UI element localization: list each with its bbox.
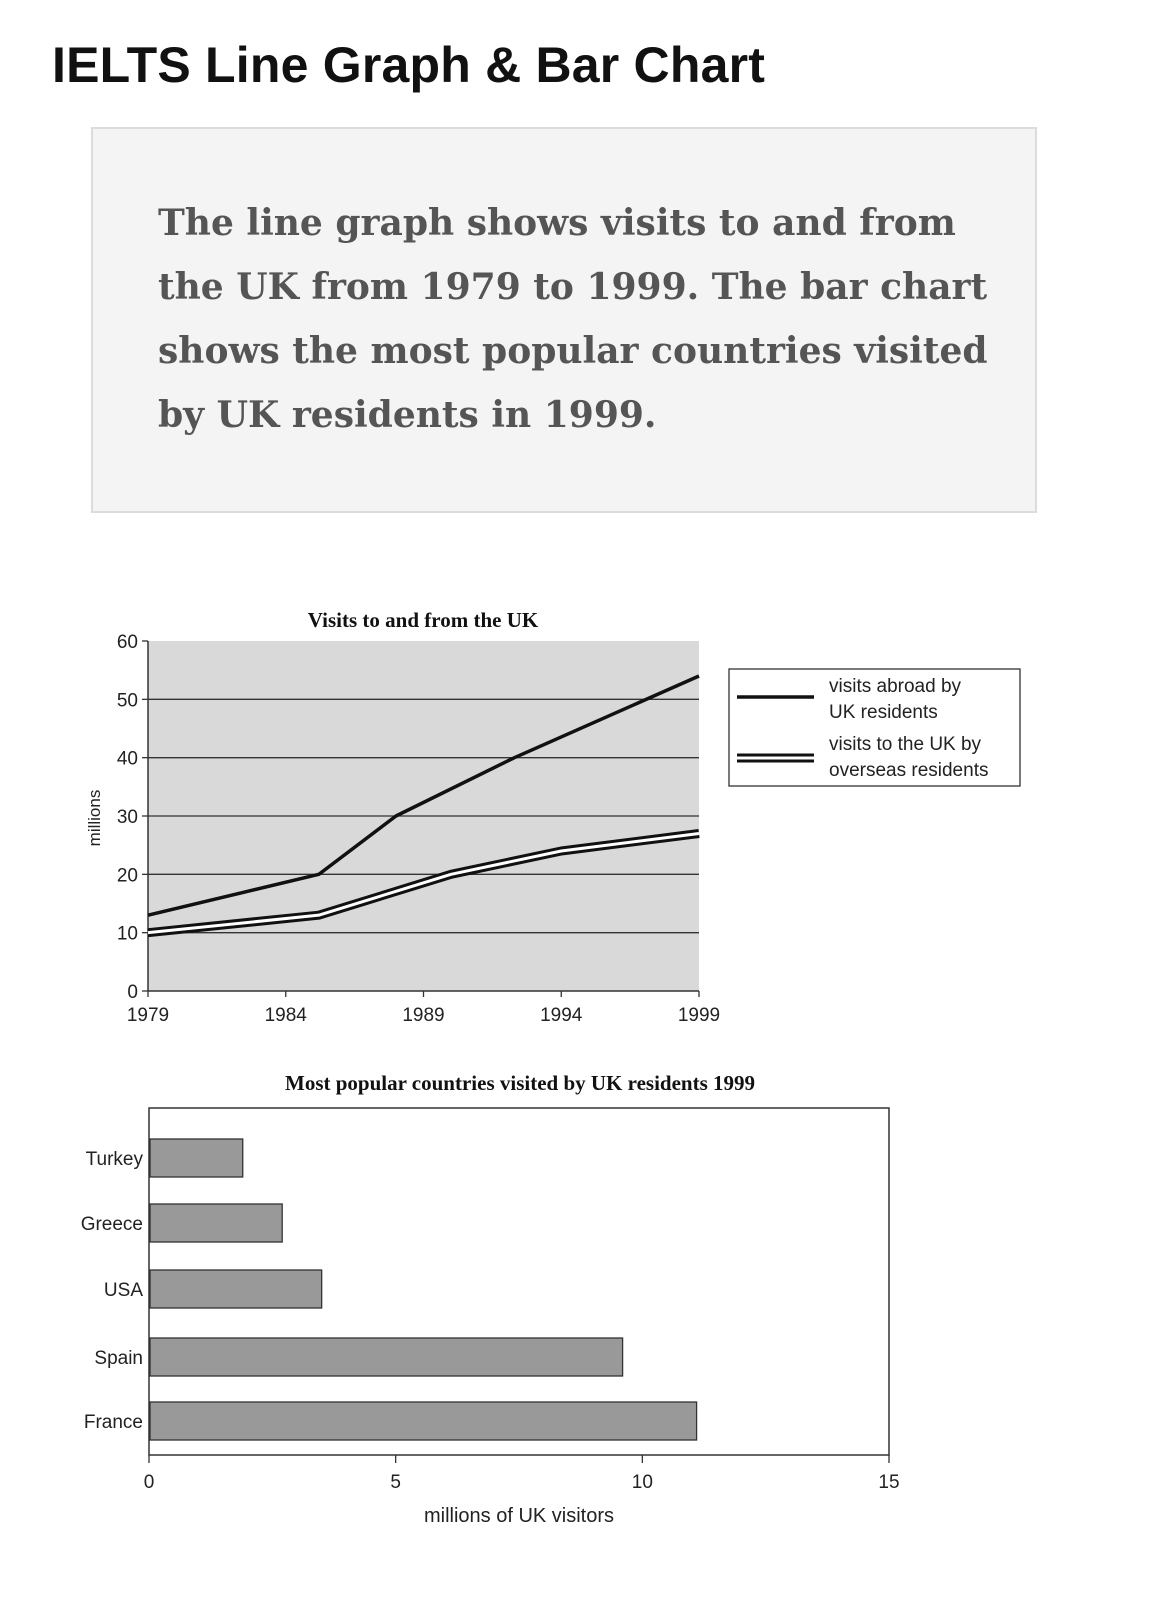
series-line-visits-to-uk-inner: [147, 832, 700, 935]
legend-label: visits to the UK by: [829, 734, 982, 755]
legend-label: visits abroad by: [829, 676, 962, 697]
line-chart: Visits to and from the UK millions 0 10 20…: [85, 608, 1021, 1026]
category-label: Greece: [81, 1214, 143, 1235]
category-label: Spain: [94, 1348, 143, 1369]
category-label: Turkey: [86, 1149, 144, 1170]
y-tick-label: 50: [117, 690, 138, 711]
bar-usa: [149, 1269, 323, 1309]
y-tick-label: 10: [117, 924, 138, 945]
legend-label: UK residents: [829, 702, 938, 723]
category-label: USA: [104, 1280, 143, 1301]
x-tick-label: 1999: [678, 1005, 720, 1026]
x-tick-label: 1994: [540, 1005, 583, 1026]
x-tick-label: 5: [390, 1472, 401, 1493]
x-tick-label: 1979: [127, 1005, 169, 1026]
description-box: The line graph shows visits to and from …: [91, 127, 1037, 513]
page-title: IELTS Line Graph & Bar Chart: [52, 37, 766, 93]
category-label: France: [84, 1412, 143, 1433]
bar-turkey: [149, 1138, 244, 1178]
line-chart-legend: visits abroad by UK residents visits to th…: [728, 668, 1021, 787]
y-tick-label: 0: [127, 982, 138, 1003]
bar-france: [149, 1401, 698, 1441]
line-chart-title: Visits to and from the UK: [308, 608, 539, 632]
x-tick-label: 0: [144, 1472, 155, 1493]
x-tick-label: 1984: [265, 1005, 308, 1026]
y-tick-label: 60: [117, 632, 138, 653]
description-text: The line graph shows visits to and from …: [158, 202, 988, 436]
line-chart-plot-area: 0 10 20 30 40 50 60 1979 1984 1989 1994 1999: [117, 632, 720, 1026]
bar-chart: Most popular countries visited by UK res…: [81, 1071, 900, 1527]
bar-chart-title: Most popular countries visited by UK res…: [285, 1071, 755, 1095]
series-line-visits-abroad: [147, 674, 700, 917]
bar-chart-x-axis-label: millions of UK visitors: [424, 1505, 614, 1527]
y-tick-label: 40: [117, 749, 138, 770]
legend-label: overseas residents: [829, 760, 988, 781]
legend-box: [728, 668, 1021, 787]
x-tick-label: 15: [878, 1472, 899, 1493]
x-tick-label: 10: [632, 1472, 653, 1493]
x-tick-label: 1989: [402, 1005, 444, 1026]
bar-greece: [149, 1203, 283, 1243]
line-chart-y-axis-label: millions: [85, 790, 104, 847]
y-tick-label: 20: [117, 865, 138, 886]
bar-spain: [149, 1337, 624, 1377]
y-tick-label: 30: [117, 807, 138, 828]
bar-chart-plot-area: Turkey Greece USA Spain France 0 5 10 15: [81, 1107, 900, 1493]
